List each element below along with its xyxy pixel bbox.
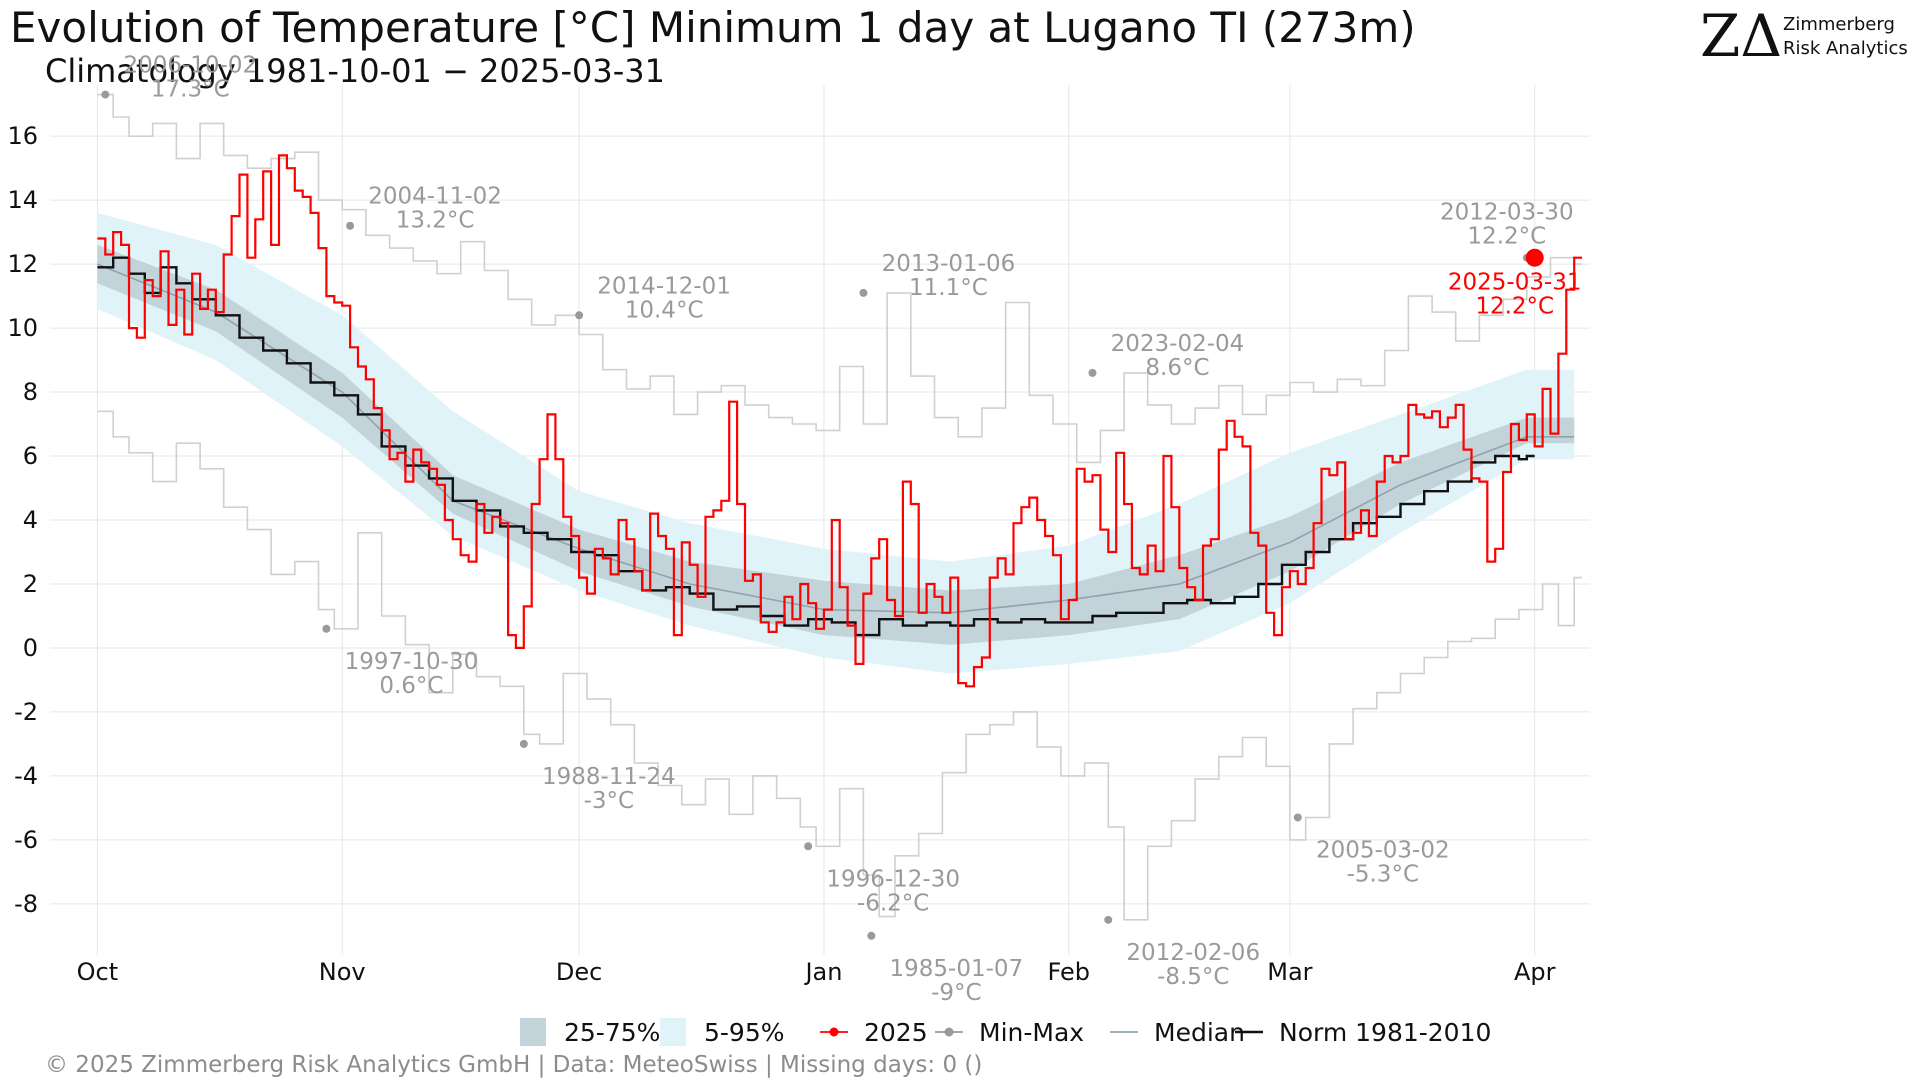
footer-credit: © 2025 Zimmerberg Risk Analytics GmbH | … (45, 1052, 982, 1078)
annotation-value: 11.1°C (909, 275, 988, 301)
legend-label: Median (1154, 1018, 1245, 1047)
annotation-date: 1996-12-30 (826, 866, 960, 892)
annotation-date: 2014-12-01 (597, 273, 731, 299)
legend-label: Norm 1981-2010 (1279, 1018, 1491, 1047)
annotation-value: 0.6°C (379, 673, 443, 699)
current-marker (1525, 248, 1544, 267)
logo-line1: Zimmerberg (1783, 14, 1895, 35)
logo-line2: Risk Analytics (1783, 38, 1908, 59)
annotation-value: 17.3°C (151, 77, 230, 103)
legend-label: 5-95% (704, 1018, 785, 1047)
annotation-value: -3°C (584, 788, 635, 814)
percentile-bands (97, 212, 1575, 674)
x-tick-label: Nov (319, 958, 366, 986)
axis-ticks: -8 -6 -4 -2 0 2 4 6 8 10 12 14 16 Oct Nov Dec Jan Feb Mar A… (7, 122, 1555, 986)
annotation-date: 2004-11-02 (368, 184, 502, 210)
annotation-value: 12.2°C (1467, 224, 1546, 250)
annotation-date: 2005-03-02 (1316, 837, 1450, 863)
min-record-marker (1104, 915, 1113, 924)
chart-subtitle: Climatology 1981-10-01 − 2025-03-31 (45, 52, 665, 90)
y-tick-label: 14 (7, 186, 38, 214)
max-record-marker (101, 90, 110, 99)
y-tick-label: -6 (14, 826, 38, 854)
y-tick-label: 8 (23, 378, 38, 406)
x-tick-label: Oct (77, 958, 119, 986)
series-lines (97, 154, 1583, 688)
y-tick-label: 4 (23, 506, 38, 534)
annotation-value: 10.4°C (625, 297, 704, 323)
logo-mark: ZΔ (1700, 2, 1782, 70)
annotation-value: 8.6°C (1145, 355, 1209, 381)
y-tick-label: 12 (7, 250, 38, 278)
x-tick-label: Mar (1267, 958, 1312, 986)
chart-title: Evolution of Temperature [°C] Minimum 1 … (10, 3, 1416, 52)
y-tick-label: 10 (7, 314, 38, 342)
legend-point (944, 1027, 954, 1037)
annotation-value: -8.5°C (1157, 964, 1229, 990)
median-line (97, 263, 1575, 614)
annotation-date: 2006-10-02 (123, 53, 257, 79)
x-tick-label: Dec (556, 958, 602, 986)
annotation-date: 2013-01-06 (882, 251, 1016, 277)
annotation-value: -6.2°C (857, 890, 929, 916)
legend-label: Min-Max (979, 1018, 1084, 1047)
y-tick-label: 0 (23, 634, 38, 662)
legend-label: 25-75% (564, 1018, 660, 1047)
band-25-75 (97, 244, 1575, 645)
legend-point (829, 1027, 839, 1037)
x-tick-label: Jan (803, 958, 842, 986)
logo: ZΔ Zimmerberg Risk Analytics (1700, 2, 1908, 70)
annotation-value: 13.2°C (396, 208, 475, 234)
max-record-marker (859, 288, 868, 297)
min-max-records (97, 93, 1583, 921)
legend-label: 2025 (864, 1018, 928, 1047)
min-record-marker (804, 842, 813, 851)
annotation-value: 12.2°C (1475, 294, 1554, 320)
min-record-marker (322, 624, 331, 633)
max-record-marker (1088, 368, 1097, 377)
max-record-marker (346, 221, 355, 230)
annotation-date: 1997-10-30 (345, 649, 479, 675)
legend-swatch (660, 1018, 686, 1046)
y-tick-label: 2 (23, 570, 38, 598)
min-record-marker (867, 931, 876, 940)
min-record-marker (1293, 813, 1302, 822)
annotation-date: 1988-11-24 (542, 764, 676, 790)
norm-line (97, 256, 1535, 637)
annotation-value: -9°C (931, 980, 982, 1006)
annotation-date: 2025-03-31 (1448, 270, 1582, 296)
legend: 25-75% 5-95% 2025 Min-Max Median Norm 1981-20… (520, 1018, 1491, 1047)
x-tick-label: Feb (1048, 958, 1091, 986)
annotation-value: -5.3°C (1347, 861, 1419, 887)
annotation-date: 1985-01-07 (889, 956, 1023, 982)
legend-swatch (520, 1018, 546, 1046)
y-tick-label: -8 (14, 890, 38, 918)
annotation-date: 2012-03-30 (1440, 200, 1574, 226)
series-2025-line (97, 154, 1583, 688)
y-tick-label: -2 (14, 698, 38, 726)
x-tick-label: Apr (1514, 958, 1556, 986)
annotation-date: 2023-02-04 (1111, 331, 1245, 357)
max-record-marker (575, 311, 584, 320)
y-tick-label: -4 (14, 762, 38, 790)
annotation-date: 2012-02-06 (1126, 940, 1260, 966)
y-tick-label: 6 (23, 442, 38, 470)
min-record-marker (519, 739, 528, 748)
y-tick-label: 16 (7, 122, 38, 150)
min-record-line (97, 410, 1583, 921)
max-record-line (97, 93, 1583, 464)
